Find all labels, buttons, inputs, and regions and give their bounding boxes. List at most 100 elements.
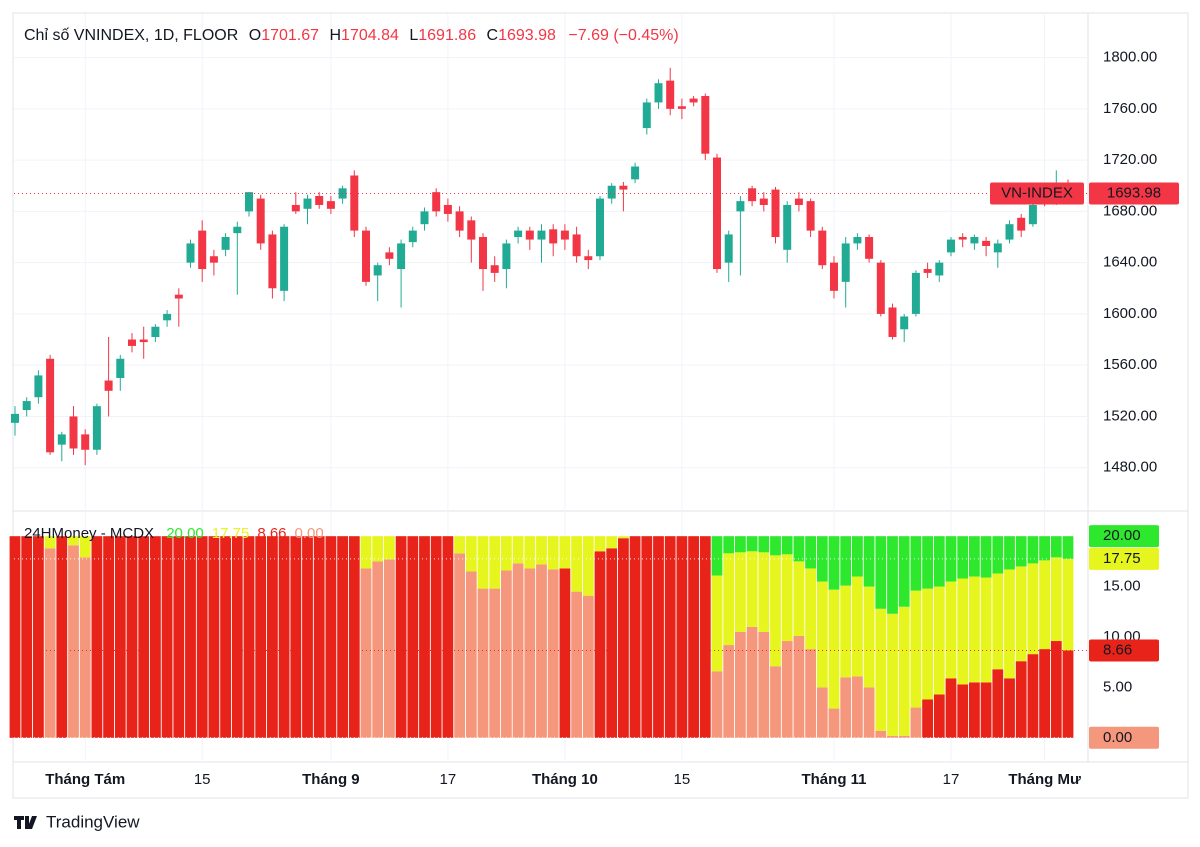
candle-body xyxy=(654,83,663,103)
bar-segment xyxy=(138,536,150,738)
y-tick-label: 1520.00 xyxy=(1103,407,1157,424)
candle-body xyxy=(584,256,593,261)
legend-value: 0.00 xyxy=(295,525,324,542)
bar-segment xyxy=(664,536,676,738)
level-badge xyxy=(1089,525,1159,548)
bar-segment xyxy=(992,669,1004,738)
bar-segment xyxy=(711,671,723,738)
bar-segment xyxy=(758,536,770,553)
candle-body xyxy=(11,413,19,423)
bar-segment xyxy=(372,536,384,562)
bar-segment xyxy=(852,536,863,577)
bar-segment xyxy=(161,536,173,738)
bar-segment xyxy=(313,536,325,738)
bar-segment xyxy=(735,631,746,738)
bar-segment xyxy=(44,536,56,549)
x-tick-label: 17 xyxy=(440,771,457,788)
candle-body xyxy=(46,358,55,453)
bar-segment xyxy=(559,568,571,738)
candle-body xyxy=(970,237,979,244)
candle-body xyxy=(502,243,511,270)
grid: 1480.001520.001560.001600.001640.001680.… xyxy=(14,14,1157,788)
bar-segment xyxy=(805,568,816,650)
bar-segment xyxy=(699,536,711,738)
y-tick-label: 1760.00 xyxy=(1103,100,1157,117)
candle-body xyxy=(490,265,499,273)
bar-segment xyxy=(992,536,1004,574)
bar-segment xyxy=(852,576,863,677)
candle-body xyxy=(104,380,113,391)
bar-segment xyxy=(1050,641,1062,738)
bar-segment xyxy=(582,595,594,738)
bar-segment xyxy=(746,536,758,552)
bar-segment xyxy=(875,608,887,731)
overlay: VN-INDEX 1693.98 20.00 17.75 8.66 0.00 xyxy=(14,182,1179,749)
legend-value: 20.00 xyxy=(166,525,204,542)
candle-body xyxy=(525,230,534,240)
bar-segment xyxy=(770,666,781,738)
candle-body xyxy=(736,201,745,212)
bar-segment xyxy=(1050,557,1062,642)
bar-segment xyxy=(781,641,793,738)
candle-body xyxy=(315,195,324,205)
bar-segment xyxy=(1062,650,1074,738)
bar-segment xyxy=(348,536,360,738)
bar-segment xyxy=(372,561,384,738)
bar-segment xyxy=(442,536,454,738)
bar-segment xyxy=(933,694,945,738)
candle-body xyxy=(666,80,675,109)
bar-segment xyxy=(840,677,852,738)
bar-segment xyxy=(957,578,969,685)
level-label: 8.66 xyxy=(1103,641,1132,658)
bar-segment xyxy=(185,536,196,738)
bar-segment xyxy=(290,536,302,738)
bar-segment xyxy=(758,552,770,632)
candle-body xyxy=(689,98,698,103)
bar-segment xyxy=(758,631,770,738)
bar-segment xyxy=(255,536,267,738)
level-label: 20.00 xyxy=(1103,527,1141,544)
candle-body xyxy=(443,204,452,214)
bar-segment xyxy=(746,626,758,738)
bar-segment xyxy=(688,536,699,738)
bar-segment xyxy=(992,573,1004,670)
candle-body xyxy=(806,201,815,231)
x-tick-label: 15 xyxy=(674,771,691,788)
y-tick-label: 1800.00 xyxy=(1103,49,1157,66)
bar-segment xyxy=(676,536,688,738)
candle-body xyxy=(830,262,838,291)
bar-segment xyxy=(910,536,922,591)
ohlc-value: 1693.98 xyxy=(498,27,556,44)
bar-segment xyxy=(828,589,840,709)
candle-body xyxy=(373,265,382,276)
level-badge xyxy=(1089,726,1159,749)
candle-body xyxy=(467,220,476,240)
bar-segment xyxy=(606,536,618,549)
candle-body xyxy=(853,237,862,244)
candle-body xyxy=(818,230,827,266)
candle-body xyxy=(34,375,43,398)
candle-body xyxy=(888,307,897,337)
bar-segment xyxy=(887,536,898,614)
bar-segment xyxy=(1039,536,1050,561)
bar-segment xyxy=(711,536,723,576)
candle-body xyxy=(1017,217,1026,231)
candle-body xyxy=(350,175,359,231)
y-tick-label: 1600.00 xyxy=(1103,305,1157,322)
candle-body xyxy=(116,358,125,378)
bar-segment xyxy=(454,536,465,554)
bar-segment xyxy=(922,536,933,589)
candle-body xyxy=(408,230,417,243)
bar-segment xyxy=(68,545,79,738)
x-tick-label: Tháng 10 xyxy=(532,771,598,788)
bar-segment xyxy=(419,536,430,738)
candle-body xyxy=(923,269,932,273)
y-tick-label: 1480.00 xyxy=(1103,459,1157,476)
bar-segment xyxy=(1027,563,1039,655)
bar-segment xyxy=(910,590,922,708)
candle-body xyxy=(537,230,546,240)
bar-segment xyxy=(559,536,571,569)
candle-body xyxy=(841,243,850,282)
bar-segment xyxy=(337,536,348,738)
ohlc-letter: L xyxy=(409,27,418,44)
